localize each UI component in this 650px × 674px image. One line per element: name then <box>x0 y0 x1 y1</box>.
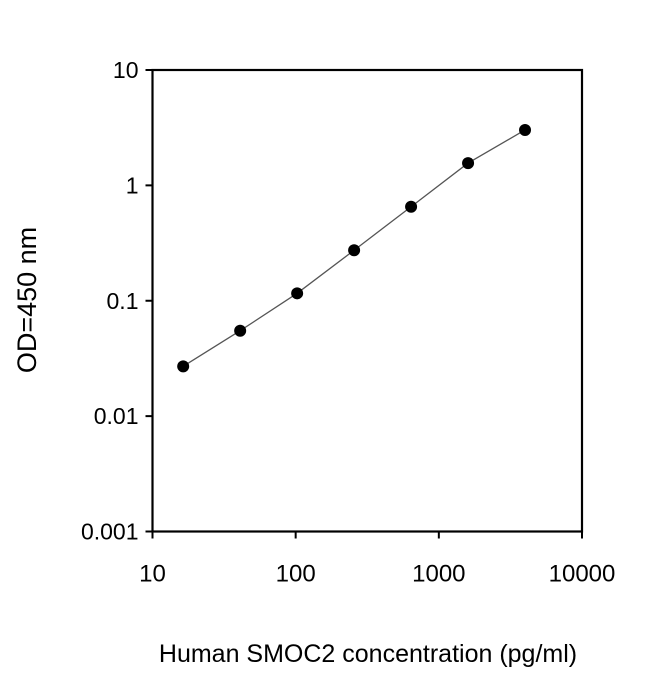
x-tick-label: 10 <box>139 561 166 588</box>
data-point <box>291 287 304 300</box>
y-axis-ticks: 0.001 0.01 0.1 1 10 <box>81 57 153 545</box>
plot-area <box>151 68 584 533</box>
x-tick-label: 10000 <box>549 561 616 588</box>
y-tick-label: 0.001 <box>81 519 139 545</box>
y-tick-label: 0.1 <box>107 288 139 314</box>
data-point <box>348 244 361 257</box>
y-tick-label: 1 <box>126 172 139 198</box>
y-axis-label: OD=450 nm <box>12 227 42 373</box>
data-point <box>405 200 418 213</box>
plot-frame <box>151 68 584 533</box>
data-point <box>177 360 190 373</box>
x-tick-label: 100 <box>276 561 316 588</box>
data-point <box>234 324 247 337</box>
data-point <box>519 123 532 136</box>
data-point <box>462 157 475 170</box>
y-tick-label: 10 <box>113 57 139 83</box>
x-axis-ticks: 10 100 1000 10000 <box>139 531 616 588</box>
y-tick-label: 0.01 <box>94 403 139 429</box>
x-tick-label: 1000 <box>412 561 465 588</box>
x-axis-label: Human SMOC2 concentration (pg/ml) <box>159 640 577 668</box>
